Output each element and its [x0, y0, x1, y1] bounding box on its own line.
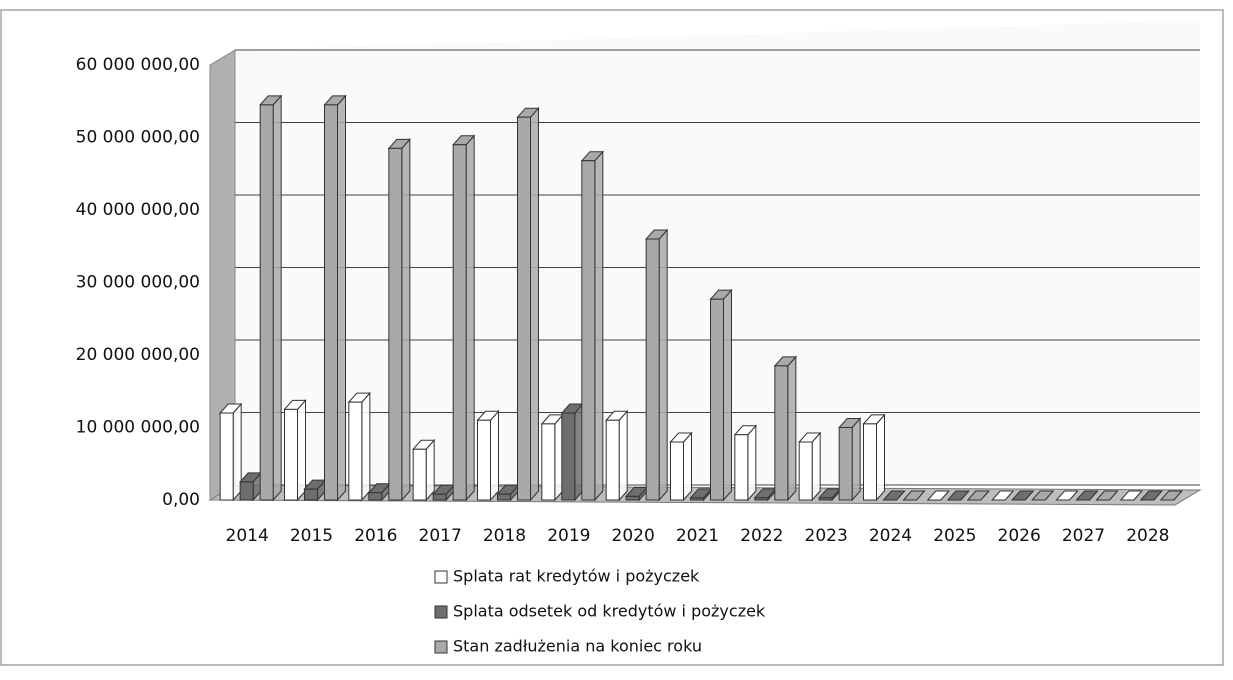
y-tick-label: 30 000 000,00 [76, 273, 200, 293]
bar-top [991, 490, 1015, 501]
bar-top [1055, 490, 1079, 501]
bar [710, 298, 724, 501]
bar [304, 488, 318, 501]
bar [645, 238, 660, 501]
bar-top [1075, 490, 1099, 501]
x-tick-label: 2025 [933, 526, 976, 546]
x-tick-label: 2026 [998, 526, 1041, 546]
bar-side [425, 438, 435, 502]
x-tick-label: 2016 [354, 526, 397, 546]
bar-side [747, 424, 757, 502]
bar-top [1031, 490, 1055, 501]
bar [348, 401, 363, 501]
bar-top [946, 490, 970, 501]
bar [239, 481, 254, 501]
legend-label: Stan zadłużenia na koniec roku [453, 637, 702, 656]
legend-swatch [434, 640, 448, 654]
x-tick-label: 2028 [1126, 526, 1169, 546]
bar [368, 492, 383, 501]
bar-side [465, 134, 475, 502]
bar [774, 365, 789, 501]
bar [605, 419, 620, 501]
bar-top [966, 490, 990, 501]
bar [477, 419, 491, 501]
y-tick-label: 60 000 000,00 [76, 55, 200, 75]
bar-top [1095, 490, 1119, 501]
bar [818, 497, 833, 501]
y-tick-label: 0,00 [162, 490, 200, 510]
y-tick-label: 40 000 000,00 [76, 200, 200, 220]
bar-side [658, 228, 668, 502]
bar [324, 104, 338, 501]
bar [219, 412, 234, 501]
bar-side [361, 391, 371, 502]
bar-side [272, 94, 282, 502]
legend-swatch [434, 570, 448, 584]
bar-side [876, 413, 885, 502]
bar-top [1159, 490, 1183, 501]
bar-side [787, 355, 797, 502]
bar [259, 104, 274, 501]
bar-side [618, 409, 628, 502]
x-tick-label: 2015 [290, 526, 333, 546]
bar [581, 160, 596, 501]
bar-top [926, 490, 950, 501]
bar [625, 495, 640, 501]
bar [754, 497, 769, 501]
bar-side [490, 409, 499, 502]
x-tick-label: 2018 [483, 526, 526, 546]
bar-side [683, 431, 692, 502]
back-wall [235, 20, 1200, 485]
x-tick-label: 2020 [612, 526, 655, 546]
bar [284, 408, 298, 501]
x-tick-label: 2022 [740, 526, 783, 546]
bar-side [530, 106, 539, 502]
bar [690, 497, 704, 501]
x-tick-label: 2017 [419, 526, 462, 546]
bar-top [1139, 490, 1163, 501]
bar [798, 441, 813, 501]
bar [452, 144, 467, 501]
bar [388, 147, 403, 501]
bar-side [811, 431, 821, 502]
bar [432, 493, 447, 501]
bar [497, 493, 511, 501]
bar-side [337, 94, 346, 502]
y-tick-label: 10 000 000,00 [76, 418, 200, 438]
bar [670, 441, 684, 501]
bar [541, 423, 556, 501]
x-tick-label: 2014 [226, 526, 269, 546]
y-tick-label: 20 000 000,00 [76, 345, 200, 365]
bar-side [297, 399, 306, 502]
x-tick-label: 2021 [676, 526, 719, 546]
bar-side [851, 417, 861, 502]
bar [412, 448, 427, 501]
bar [561, 412, 576, 501]
legend-swatch [434, 605, 448, 619]
legend-label: Splata rat kredytów i pożyczek [453, 567, 700, 586]
bar [734, 434, 749, 501]
x-tick-label: 2024 [869, 526, 912, 546]
chart-border [0, 9, 1224, 666]
legend-label: Splata odsetek od kredytów i pożyczek [453, 602, 766, 621]
bar [838, 427, 853, 501]
bar-side [594, 150, 604, 502]
bar-top [882, 490, 906, 501]
bar [517, 116, 531, 501]
x-tick-label: 2027 [1062, 526, 1105, 546]
bar-top [902, 490, 926, 501]
x-tick-label: 2019 [547, 526, 590, 546]
bar-side [401, 138, 411, 502]
bar-top [1011, 490, 1035, 501]
y-tick-label: 50 000 000,00 [76, 128, 200, 148]
bar-side [723, 288, 732, 502]
x-tick-label: 2023 [805, 526, 848, 546]
bar [863, 423, 877, 501]
bar-top [1119, 490, 1143, 501]
